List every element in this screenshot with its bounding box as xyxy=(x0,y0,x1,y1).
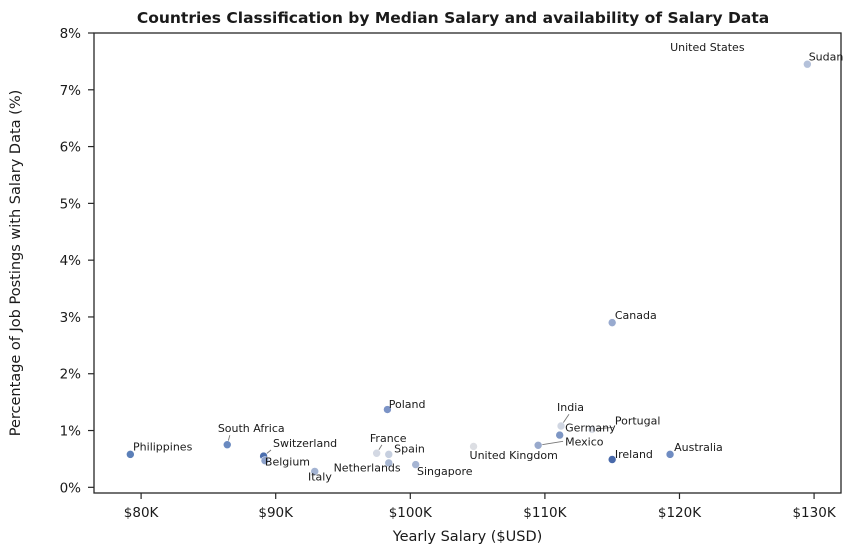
point-label: Australia xyxy=(674,441,723,454)
y-tick-label: 7% xyxy=(60,83,82,99)
data-point xyxy=(803,59,812,69)
data-point xyxy=(556,421,566,431)
y-axis: 0% 1% 2% 3% 4% 5% 6% 7% 8% xyxy=(60,26,94,496)
data-point xyxy=(310,467,320,476)
data-point xyxy=(384,458,394,468)
data-point xyxy=(587,425,597,434)
x-axis-label: Yearly Salary ($USD) xyxy=(392,529,543,545)
point-label: Mexico xyxy=(565,435,604,448)
x-tick-label: $110K xyxy=(523,505,567,521)
x-tick-label: $80K xyxy=(124,505,160,521)
point-label: France xyxy=(370,432,407,445)
data-point xyxy=(383,405,392,414)
point-label: Singapore xyxy=(417,465,473,478)
data-point xyxy=(665,450,675,459)
point-label: Poland xyxy=(389,398,426,411)
y-tick-label: 1% xyxy=(60,424,82,440)
data-point xyxy=(607,455,617,464)
point-label: United Kingdom xyxy=(470,449,558,462)
point-label: Canada xyxy=(615,309,657,322)
y-tick-label: 6% xyxy=(60,140,82,156)
data-point xyxy=(372,448,381,458)
point-label: Germany xyxy=(565,422,616,435)
point-label: Netherlands xyxy=(334,461,401,474)
data-point xyxy=(384,450,394,459)
data-points xyxy=(126,59,812,476)
point-label: Sudan xyxy=(809,50,844,63)
chart-title: Countries Classification by Median Salar… xyxy=(137,9,769,27)
point-label: Switzerland xyxy=(273,437,337,450)
x-axis: $80K $90K $100K $110K $120K $130K xyxy=(124,493,837,521)
point-label: Portugal xyxy=(615,414,661,427)
x-tick-label: $130K xyxy=(792,505,836,521)
x-tick-label: $100K xyxy=(389,505,433,521)
y-tick-label: 2% xyxy=(60,367,82,383)
point-labels: Philippines South Africa Switzerland Belgiu… xyxy=(133,41,843,483)
y-axis-label: Percentage of Job Postings with Salary D… xyxy=(8,90,24,437)
x-tick-label: $90K xyxy=(258,505,294,521)
data-point xyxy=(607,318,617,327)
data-point xyxy=(555,430,564,440)
point-label: India xyxy=(557,401,584,414)
point-label: Philippines xyxy=(133,440,193,453)
data-point xyxy=(126,450,135,459)
point-label: Italy xyxy=(308,471,332,484)
data-point xyxy=(222,440,232,450)
point-label: United States xyxy=(670,41,745,54)
data-point xyxy=(411,460,420,469)
data-point xyxy=(260,456,270,465)
point-label: Belgium xyxy=(265,456,310,469)
point-label: Ireland xyxy=(615,448,653,461)
x-tick-label: $120K xyxy=(658,505,702,521)
point-label: Spain xyxy=(394,443,425,456)
point-label: South Africa xyxy=(218,422,285,435)
y-tick-label: 5% xyxy=(60,196,82,212)
y-tick-label: 0% xyxy=(60,480,82,496)
y-tick-label: 3% xyxy=(60,310,82,326)
y-tick-label: 8% xyxy=(60,26,82,42)
plot-frame xyxy=(93,32,842,494)
data-point xyxy=(533,440,543,450)
y-tick-label: 4% xyxy=(60,253,82,269)
data-point xyxy=(469,442,478,451)
